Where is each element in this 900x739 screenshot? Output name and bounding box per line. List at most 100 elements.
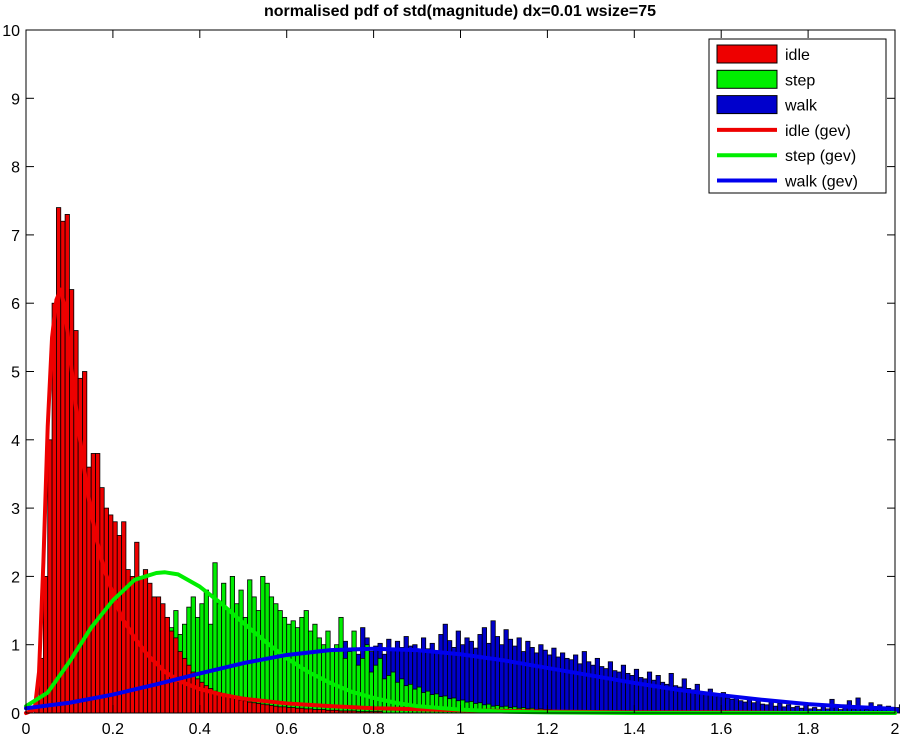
step-bar <box>264 582 270 714</box>
idle-bar <box>168 630 175 714</box>
idle-bar <box>47 439 53 714</box>
legend-label: idle <box>785 47 810 64</box>
y-tick-label: 7 <box>11 228 20 245</box>
idle-bar <box>82 371 88 714</box>
walk-bar <box>512 645 518 714</box>
step-bar <box>268 596 275 714</box>
walk-bar <box>533 652 540 714</box>
walk-bar <box>694 683 700 714</box>
x-tick-label: 0.2 <box>102 721 124 738</box>
legend-label: step <box>785 72 815 89</box>
legend-label: walk (gev) <box>784 174 858 191</box>
idle-bar <box>186 664 192 714</box>
legend-swatch <box>716 44 778 64</box>
idle-bar <box>290 707 296 714</box>
x-tick-label: 1.6 <box>710 721 732 738</box>
step-bar <box>290 620 296 714</box>
walk-bar <box>633 668 640 714</box>
idle-bar <box>147 582 153 714</box>
idle-bar <box>294 707 301 714</box>
idle-bar <box>286 707 292 714</box>
idle-histogram <box>34 207 383 714</box>
idle-bar <box>281 706 288 714</box>
x-tick-label: 0.6 <box>276 721 298 738</box>
idle-bar <box>312 709 318 714</box>
legend-label: step (gev) <box>785 148 856 165</box>
idle-bar <box>264 704 270 714</box>
walk-bar <box>538 644 544 714</box>
walk-bar <box>525 640 531 714</box>
y-tick-label: 8 <box>11 160 20 177</box>
y-tick-label: 10 <box>2 23 20 40</box>
idle-bar <box>234 698 240 714</box>
idle-bar <box>155 596 162 714</box>
walk-bar <box>499 644 505 714</box>
step-bar <box>373 664 379 714</box>
step-bar <box>360 657 366 714</box>
step-bar <box>342 657 348 714</box>
walk-bar <box>507 638 514 714</box>
walk-bar <box>486 642 492 714</box>
step-bar <box>260 576 266 714</box>
step-bar <box>212 562 218 714</box>
idle-bar <box>268 705 275 714</box>
idle-bar <box>316 709 322 714</box>
walk-bar <box>607 661 613 714</box>
idle-bar <box>199 681 205 714</box>
walk-bar <box>599 666 605 714</box>
walk-bar <box>625 672 631 714</box>
walk-bar <box>590 664 596 714</box>
walk-bar <box>620 664 627 714</box>
walk-bar <box>542 649 548 714</box>
step-bar <box>281 616 288 714</box>
legend-label: walk <box>784 98 818 115</box>
walk-bar <box>477 634 483 714</box>
walk-bar <box>564 657 570 714</box>
idle-bar <box>90 453 96 714</box>
x-tick-label: 2 <box>891 721 900 738</box>
x-tick-label: 0 <box>22 721 31 738</box>
idle-bar <box>164 616 170 714</box>
y-tick-label: 2 <box>11 569 20 586</box>
walk-bar <box>581 651 587 714</box>
walk-bar <box>560 652 566 714</box>
idle-bar <box>229 696 235 714</box>
idle-bar <box>277 706 283 714</box>
gev-curves <box>24 287 897 715</box>
walk-bar <box>586 661 592 714</box>
idle-bar <box>238 699 244 714</box>
idle-bar <box>64 214 70 714</box>
walk-bar <box>529 647 535 714</box>
idle-bar <box>242 700 248 714</box>
idle-bar <box>190 671 196 714</box>
step-bar <box>347 651 353 714</box>
legend-label: idle (gev) <box>785 123 851 140</box>
idle-bar <box>303 708 309 714</box>
idle-bar <box>95 453 101 714</box>
y-tick-label: 1 <box>11 638 20 655</box>
walk-bar <box>555 656 561 714</box>
legend: idle step walk idle (gev) step (gev) walk (ge… <box>708 38 887 194</box>
x-tick-label: 1.4 <box>623 721 645 738</box>
walk-bar <box>703 693 709 714</box>
walk-bar <box>681 678 687 714</box>
walk-bar <box>551 647 557 714</box>
y-tick-label: 3 <box>11 501 20 518</box>
walk-bar <box>603 668 609 714</box>
step-bar <box>377 657 383 714</box>
walk-bar <box>573 654 579 714</box>
y-tick-label: 9 <box>11 91 20 108</box>
step-bar <box>338 616 344 714</box>
walk-bar <box>568 659 574 714</box>
walk-bar <box>655 675 661 714</box>
idle-bar <box>195 678 201 714</box>
step-bar <box>294 627 301 714</box>
x-tick-label: 1.2 <box>536 721 558 738</box>
walk-bar <box>503 629 509 714</box>
x-tick-label: 0.8 <box>362 721 384 738</box>
x-tick-label: 1 <box>456 721 465 738</box>
idle-bar <box>321 709 327 714</box>
idle-bar <box>225 695 231 714</box>
walk-bar <box>547 654 553 714</box>
step-bar <box>364 644 370 714</box>
